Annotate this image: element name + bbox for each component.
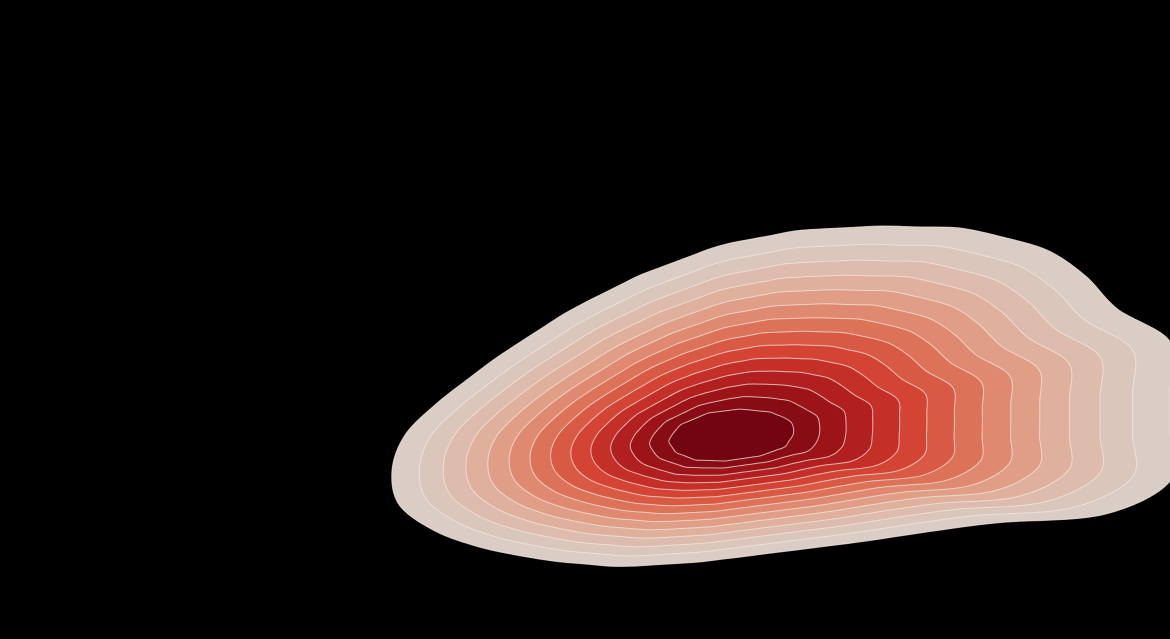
contour-level-14 — [668, 408, 795, 462]
contour-bands — [391, 225, 1170, 567]
